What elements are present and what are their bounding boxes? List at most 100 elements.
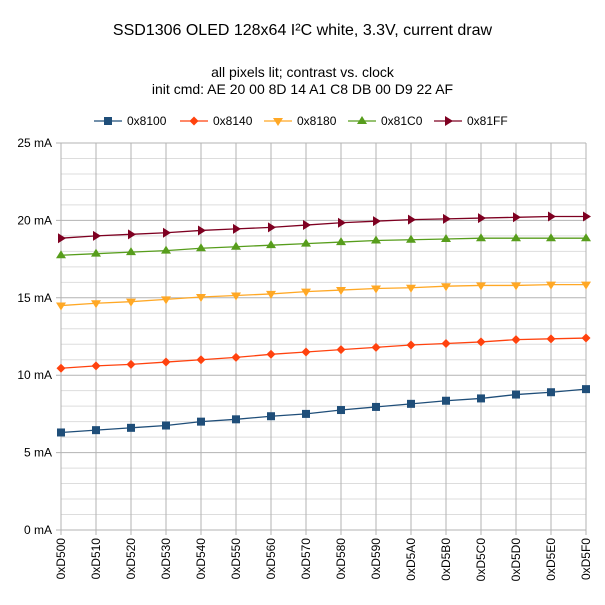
data-point-0x81FF (408, 214, 416, 225)
data-point-0x81C0 (161, 245, 171, 254)
subtitle-line-2: init cmd: AE 20 00 8D 14 A1 C8 DB 00 D9 … (151, 81, 454, 97)
data-point-0x8140 (406, 340, 416, 350)
data-point-0x8140 (476, 337, 486, 347)
legend-label-0x8140: 0x8140 (213, 114, 253, 128)
data-point-0x8100 (372, 402, 380, 411)
data-point-0x8140 (266, 349, 276, 359)
data-point-0x8180 (196, 294, 206, 303)
data-point-0x8140 (441, 338, 451, 348)
series-line-0x8100 (60, 388, 587, 434)
legend-marker-0x8100 (104, 117, 112, 125)
data-point-0x8140 (546, 334, 556, 344)
data-point-0x81C0 (91, 248, 101, 257)
data-point-0x81C0 (56, 250, 66, 259)
data-point-0x81C0 (126, 247, 136, 256)
data-point-0x8100 (547, 388, 555, 397)
data-point-0x81C0 (546, 233, 556, 242)
data-point-0x8180 (406, 284, 416, 293)
legend-label-0x8180: 0x8180 (297, 114, 337, 128)
data-point-0x8180 (511, 282, 521, 291)
data-point-0x8100 (442, 396, 450, 405)
data-point-0x81C0 (196, 243, 206, 252)
data-point-0x81C0 (441, 233, 451, 242)
data-point-0x8180 (546, 281, 556, 290)
y-tick-label: 10 mA (17, 368, 52, 382)
y-tick-label: 20 mA (17, 213, 52, 227)
data-point-0x8100 (302, 409, 310, 418)
x-tick-label: 0xD5F0 (579, 538, 593, 580)
data-point-0x81FF (163, 227, 171, 238)
data-point-0x81FF (198, 225, 206, 236)
data-point-0x8140 (511, 335, 521, 345)
data-point-0x8100 (127, 423, 135, 432)
x-tick-label: 0xD590 (369, 538, 383, 580)
data-point-0x8180 (581, 281, 591, 290)
data-point-0x81FF (93, 230, 101, 241)
data-point-0x81FF (58, 233, 66, 244)
data-point-0x8100 (57, 428, 65, 437)
data-point-0x81FF (548, 211, 556, 222)
data-point-0x81FF (478, 213, 486, 224)
data-point-0x8180 (336, 287, 346, 296)
x-tick-label: 0xD510 (89, 538, 103, 580)
data-point-0x8100 (582, 385, 590, 394)
x-tick-label: 0xD580 (334, 538, 348, 580)
y-tick-label: 0 mA (24, 523, 52, 537)
data-point-0x81C0 (231, 241, 241, 250)
x-tick-label: 0xD570 (299, 538, 313, 580)
data-point-0x81FF (338, 217, 346, 228)
chart-title: SSD1306 OLED 128x64 I²C white, 3.3V, cur… (112, 22, 493, 39)
series-line-0x81C0 (60, 237, 586, 256)
legend-marker-0x81C0 (357, 116, 367, 124)
data-point-0x8140 (336, 345, 346, 355)
legend-marker-0x8180 (273, 118, 283, 126)
data-point-0x8100 (337, 406, 345, 415)
data-point-0x8140 (301, 347, 311, 357)
data-point-0x8180 (371, 285, 381, 294)
x-tick-label: 0xD5E0 (544, 538, 558, 581)
data-point-0x81C0 (406, 234, 416, 243)
data-point-0x81C0 (266, 240, 276, 249)
x-tick-label: 0xD520 (124, 538, 138, 580)
data-point-0x81FF (268, 222, 276, 233)
data-point-0x81FF (513, 212, 521, 223)
data-point-0x8180 (301, 288, 311, 297)
x-tick-label: 0xD540 (194, 538, 208, 580)
legend-label-0x81FF: 0x81FF (467, 114, 508, 128)
legend-label-0x81C0: 0x81C0 (381, 114, 423, 128)
data-point-0x8140 (91, 361, 101, 371)
y-tick-label: 15 mA (17, 291, 52, 305)
series-line-0x8140 (60, 337, 587, 369)
y-tick-label: 25 mA (17, 136, 52, 150)
data-point-0x81FF (583, 211, 591, 222)
data-point-0x81C0 (581, 233, 591, 242)
x-tick-label: 0xD530 (159, 538, 173, 580)
data-point-0x81C0 (301, 238, 311, 247)
x-tick-label: 0xD5D0 (509, 538, 523, 582)
data-point-0x8180 (231, 292, 241, 301)
series-line-0x81FF (60, 215, 586, 239)
data-point-0x81FF (443, 213, 451, 224)
legend-marker-0x8140 (189, 116, 199, 126)
data-point-0x8140 (371, 342, 381, 352)
data-point-0x81C0 (371, 235, 381, 244)
data-point-0x81C0 (476, 233, 486, 242)
data-point-0x8180 (91, 300, 101, 309)
y-tick-label: 5 mA (24, 446, 52, 460)
data-point-0x8180 (126, 298, 136, 307)
data-point-0x81FF (373, 216, 381, 227)
data-point-0x81FF (128, 229, 136, 240)
series-line-0x8180 (60, 283, 586, 307)
data-point-0x8180 (476, 282, 486, 291)
data-point-0x8100 (232, 415, 240, 424)
data-point-0x8180 (56, 302, 66, 311)
data-point-0x8140 (161, 357, 171, 367)
data-point-0x8100 (197, 417, 205, 426)
x-tick-label: 0xD5B0 (439, 538, 453, 581)
chart-subtitle: all pixels lit; contrast vs. clock init … (0, 64, 605, 98)
data-point-0x81C0 (336, 237, 346, 246)
data-point-0x8140 (196, 355, 206, 365)
data-point-0x8180 (266, 290, 276, 299)
legend-label-0x8100: 0x8100 (127, 114, 167, 128)
x-tick-label: 0xD560 (264, 538, 278, 580)
